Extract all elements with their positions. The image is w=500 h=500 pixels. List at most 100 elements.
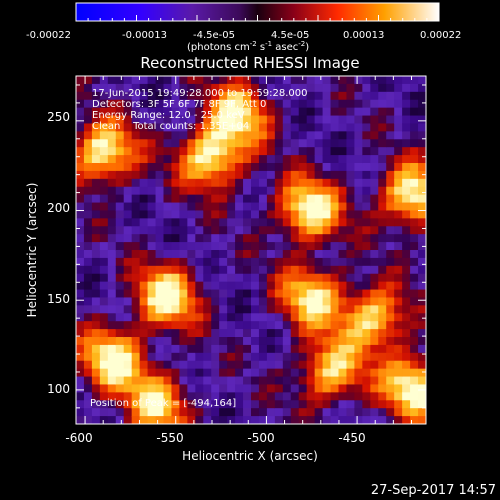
heatmap-cell	[338, 147, 348, 156]
heatmap-cell	[155, 155, 165, 164]
heatmap-cell	[418, 329, 426, 338]
heatmap-cell	[155, 115, 165, 125]
heatmap-cell	[402, 147, 411, 156]
heatmap-cell	[314, 99, 324, 109]
heatmap-cell	[274, 123, 284, 132]
heatmap-cell	[83, 281, 93, 291]
heatmap-cell	[322, 321, 332, 330]
heatmap-cell	[290, 170, 300, 180]
heatmap-cell	[243, 384, 252, 393]
heatmap-cell	[370, 273, 379, 283]
heatmap-cell	[179, 313, 188, 322]
heatmap-cell	[394, 337, 403, 346]
heatmap-cell	[266, 273, 276, 283]
heatmap-cell	[195, 226, 204, 235]
heatmap-cell	[298, 194, 308, 204]
heatmap-cell	[322, 400, 332, 409]
heatmap-cell	[123, 202, 133, 212]
heatmap-cell	[290, 115, 300, 125]
heatmap-cell	[147, 155, 157, 164]
heatmap-cell	[83, 234, 93, 243]
heatmap-cell	[139, 99, 149, 109]
heatmap-cell	[418, 194, 426, 204]
heatmap-cell	[243, 234, 252, 243]
heatmap-cell	[235, 242, 244, 251]
heatmap-cell	[123, 400, 133, 409]
heatmap-cell	[370, 210, 379, 219]
heatmap-cell	[235, 384, 244, 393]
x-tick-label: -500	[247, 431, 274, 445]
heatmap-cell	[338, 218, 348, 227]
heatmap-cell	[378, 352, 387, 362]
heatmap-cell	[410, 131, 419, 140]
heatmap-cell	[354, 384, 363, 393]
heatmap-cell	[155, 281, 165, 291]
heatmap-cell	[418, 408, 426, 417]
heatmap-cell	[243, 123, 252, 132]
heatmap-cell	[274, 400, 284, 409]
heatmap-cell	[274, 250, 284, 259]
heatmap-cell	[378, 257, 387, 267]
heatmap-cell	[402, 297, 411, 306]
heatmap-cell	[203, 344, 212, 354]
heatmap-cell	[346, 250, 355, 259]
heatmap-cell	[386, 313, 395, 322]
heatmap-cell	[83, 329, 93, 338]
heatmap-cell	[219, 123, 228, 132]
heatmap-cell	[163, 242, 173, 251]
heatmap-cell	[322, 408, 332, 417]
heatmap-cell	[258, 147, 268, 156]
heatmap-cell	[258, 265, 268, 275]
heatmap-cell	[306, 194, 316, 204]
heatmap-cell	[258, 155, 268, 164]
heatmap-cell	[235, 226, 244, 235]
heatmap-cell	[306, 329, 316, 338]
heatmap-cell	[346, 313, 355, 322]
heatmap-cell	[115, 218, 125, 227]
heatmap-cell	[243, 273, 252, 283]
heatmap-cell	[338, 360, 348, 370]
heatmap-cell	[83, 337, 93, 346]
heatmap-cell	[266, 329, 276, 338]
heatmap-cell	[163, 170, 173, 180]
x-tick-label: -550	[156, 431, 183, 445]
heatmap-cell	[91, 83, 101, 93]
heatmap-cell	[410, 273, 419, 283]
heatmap-cell	[282, 194, 292, 204]
heatmap-cell	[402, 250, 411, 259]
heatmap-cell	[410, 313, 419, 322]
heatmap-cell	[258, 281, 268, 291]
heatmap-cell	[330, 147, 340, 156]
heatmap-cell	[147, 107, 157, 117]
heatmap-cell	[187, 250, 196, 259]
heatmap-cell	[187, 416, 196, 424]
heatmap-cell	[330, 360, 340, 370]
heatmap-cell	[418, 186, 426, 196]
heatmap-cell	[155, 131, 165, 140]
heatmap-cell	[418, 210, 426, 219]
heatmap-cell	[298, 226, 308, 235]
heatmap-cell	[322, 337, 332, 346]
heatmap-cell	[179, 83, 188, 93]
heatmap-cell	[91, 218, 101, 227]
heatmap-cell	[266, 352, 276, 362]
heatmap-cell	[370, 257, 379, 267]
heatmap-cell	[402, 178, 411, 188]
heatmap-cell	[354, 83, 363, 93]
heatmap-cell	[179, 352, 188, 362]
heatmap-cell	[402, 337, 411, 346]
heatmap-cell	[155, 344, 165, 354]
heatmap-cell	[418, 305, 426, 314]
heatmap-cell	[203, 416, 212, 424]
heatmap-cell	[402, 139, 411, 148]
heatmap-cell	[402, 186, 411, 196]
heatmap-cell	[322, 265, 332, 275]
heatmap-cell	[171, 384, 180, 393]
heatmap-cell	[115, 91, 125, 101]
heatmap-cell	[99, 147, 109, 156]
heatmap-cell	[107, 155, 117, 164]
heatmap-cell	[410, 99, 419, 109]
heatmap-cell	[147, 178, 157, 188]
heatmap-cell	[147, 218, 157, 227]
heatmap-cell	[219, 83, 228, 93]
